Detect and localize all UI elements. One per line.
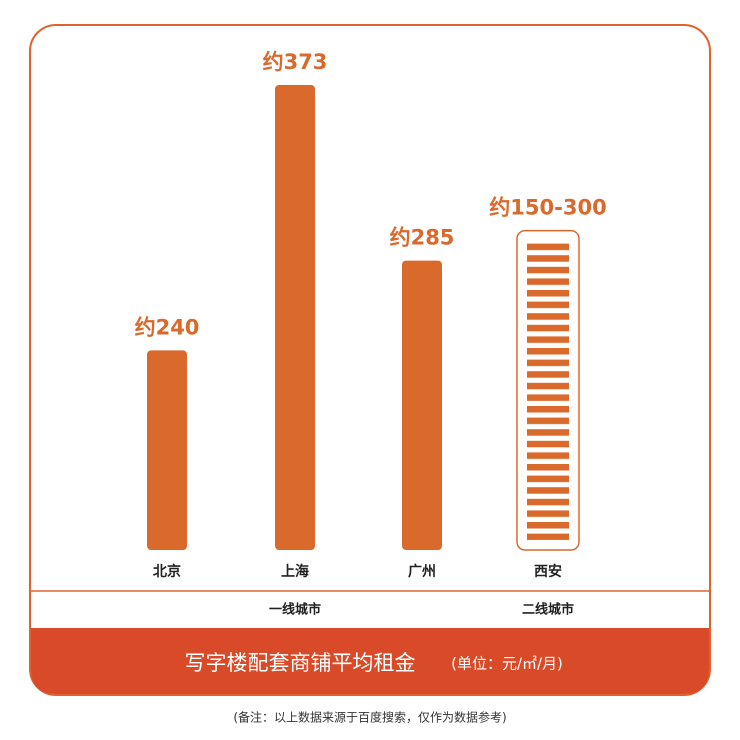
x-tick-label: 西安 bbox=[534, 563, 562, 580]
group-label: 一线城市 bbox=[269, 602, 321, 618]
unit-label: (单位：元/㎡/月) bbox=[451, 655, 563, 673]
x-tick-label: 上海 bbox=[281, 563, 309, 580]
chart-title: 写字楼配套商铺平均租金 bbox=[185, 651, 416, 675]
x-tick-label: 广州 bbox=[408, 563, 436, 580]
bar bbox=[402, 260, 442, 550]
x-tick-label: 北京 bbox=[153, 563, 181, 580]
bar bbox=[147, 350, 187, 550]
value-label: 约373 bbox=[263, 50, 328, 74]
value-label: 约150-300 bbox=[489, 196, 606, 220]
footer-band bbox=[31, 628, 709, 694]
frame bbox=[29, 24, 711, 696]
value-label: 约240 bbox=[135, 315, 200, 339]
range-stripes bbox=[527, 240, 569, 541]
note: (备注：以上数据来源于百度搜索，仅作为数据参考) bbox=[233, 710, 506, 725]
group-label: 二线城市 bbox=[522, 602, 574, 618]
value-label: 约285 bbox=[390, 226, 455, 250]
bar bbox=[275, 85, 315, 550]
